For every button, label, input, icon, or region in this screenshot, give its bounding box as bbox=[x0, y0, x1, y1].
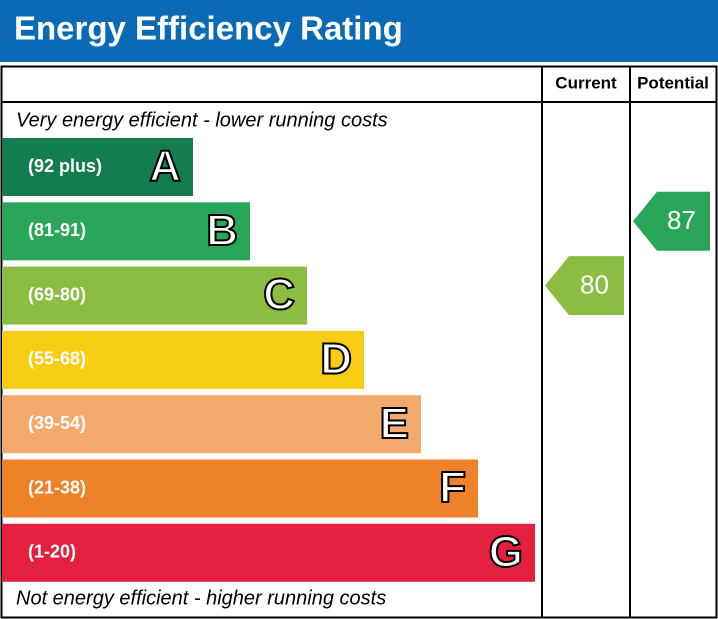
rating-value: 80 bbox=[580, 269, 609, 299]
band-letter: A bbox=[149, 142, 181, 191]
band bbox=[2, 395, 421, 454]
frame bbox=[0, 65, 718, 619]
band-range: (81-91) bbox=[28, 220, 86, 240]
band bbox=[2, 266, 307, 325]
band-letter: C bbox=[263, 270, 295, 319]
band-range: (55-68) bbox=[28, 349, 86, 369]
band-letter: E bbox=[380, 399, 409, 448]
rating-arrow bbox=[545, 256, 624, 316]
title: Energy Efficiency Rating bbox=[14, 10, 403, 47]
band bbox=[2, 330, 364, 389]
band-range: (21-38) bbox=[28, 477, 86, 497]
band-range: (92 plus) bbox=[28, 156, 102, 176]
column-header: Potential bbox=[637, 73, 709, 92]
header-bar bbox=[0, 0, 718, 62]
band bbox=[2, 523, 535, 582]
rating-arrow bbox=[633, 191, 710, 251]
bottom-note: Not energy efficient - higher running co… bbox=[16, 587, 386, 609]
rating-value: 87 bbox=[667, 205, 696, 235]
band-range: (1-20) bbox=[28, 542, 76, 562]
band-range: (69-80) bbox=[28, 284, 86, 304]
band bbox=[2, 202, 250, 261]
band bbox=[2, 459, 478, 518]
band-letter: B bbox=[206, 206, 238, 255]
band-letter: D bbox=[320, 335, 352, 384]
top-note: Very energy efficient - lower running co… bbox=[16, 109, 388, 131]
band bbox=[2, 138, 193, 196]
band-letter: F bbox=[439, 463, 466, 512]
column-header: Current bbox=[555, 73, 617, 92]
band-letter: G bbox=[489, 527, 523, 576]
band-range: (39-54) bbox=[28, 413, 86, 433]
